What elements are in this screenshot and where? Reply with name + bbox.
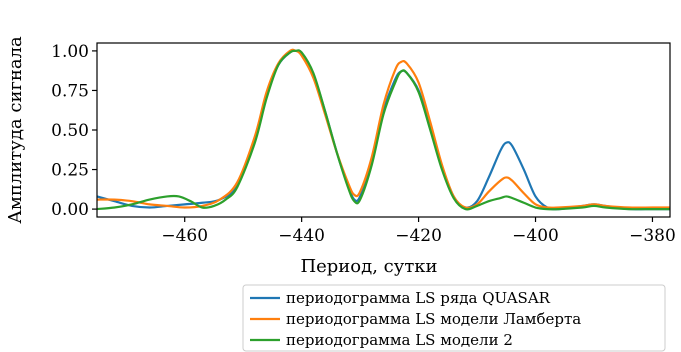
series-line-1: [97, 49, 670, 211]
legend-label-3: периодограмма LS модели 2: [286, 331, 513, 349]
x-tick-label: −400: [512, 226, 559, 246]
series-layer: [97, 48, 670, 211]
x-tick-label: −420: [395, 226, 442, 246]
x-axis-title: Период, сутки: [300, 256, 437, 277]
plot-frame: [96, 42, 671, 218]
legend-label-1: периодограмма LS ряда QUASAR: [286, 289, 551, 307]
y-tick-label: 0.00: [51, 200, 89, 220]
legend: периодограмма LS ряда QUASAR периодограмм…: [242, 284, 666, 352]
x-tick-label: −380: [629, 226, 676, 246]
y-axis: 0.00 0.25 0.50 0.75 1.00: [51, 42, 97, 220]
y-tick-label: 0.75: [51, 81, 89, 101]
y-tick-label: 0.25: [51, 161, 89, 181]
series-line-3: [97, 49, 670, 211]
legend-box: [242, 284, 666, 352]
x-axis: −460 −440 −420 −400 −380: [161, 217, 676, 246]
y-axis-title: Амплитуда сигнала: [5, 36, 26, 224]
y-tick-label: 0.50: [51, 121, 89, 141]
x-tick-label: −440: [278, 226, 325, 246]
legend-label-2: периодограмма LS модели Ламберта: [286, 310, 581, 328]
series-line-2: [97, 48, 670, 210]
y-tick-label: 1.00: [51, 42, 89, 62]
x-tick-label: −460: [161, 226, 208, 246]
